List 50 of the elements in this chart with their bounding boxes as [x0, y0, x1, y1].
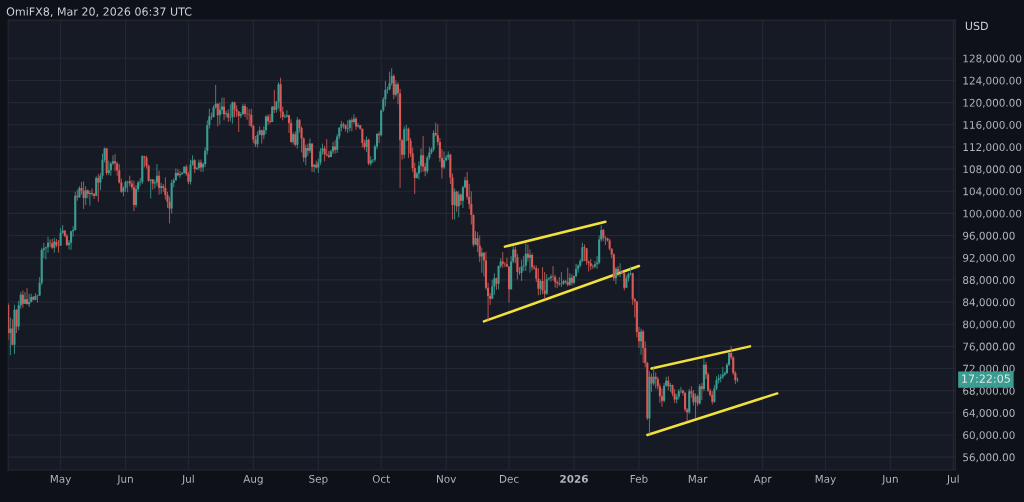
- candlestick: [520, 258, 523, 282]
- y-tick-label: 100,000.00: [963, 209, 1022, 219]
- candlestick: [222, 97, 226, 121]
- y-axis-title: USD: [965, 21, 988, 31]
- x-tick-label: May: [815, 475, 836, 485]
- candlestick: [15, 308, 18, 334]
- candlestick: [524, 242, 527, 272]
- y-tick-label: 96,000.00: [962, 231, 1015, 241]
- y-tick-label: 120,000.00: [963, 98, 1022, 108]
- x-tick-label: Nov: [437, 475, 457, 483]
- y-tick-label: 108,000.00: [963, 165, 1022, 175]
- x-tick-label: Dec: [499, 475, 519, 483]
- x-tick-label: Aug: [243, 475, 263, 485]
- y-tick-label: 72,000.00: [963, 364, 1015, 374]
- x-tick-label: Apr: [753, 475, 772, 485]
- y-tick-label: 116,000.00: [963, 121, 1022, 130]
- candlestick: [507, 266, 511, 303]
- y-tick-label: 64,000.00: [963, 409, 1015, 418]
- x-tick-label: Jun: [881, 475, 898, 485]
- y-tick-label: 80,000.00: [963, 320, 1015, 330]
- candlestick: [593, 260, 596, 269]
- y-tick-label: 128,000.00: [963, 54, 1022, 64]
- y-tick-label: 92,000.00: [962, 253, 1015, 263]
- y-tick-label: 76,000.00: [963, 342, 1015, 352]
- x-tick-label: Mar: [688, 475, 708, 483]
- x-tick-label: 2026: [560, 474, 588, 483]
- text: 17:22:05: [962, 374, 1010, 383]
- x-tick-label: May: [50, 475, 72, 485]
- x-tick-label: Jul: [946, 474, 959, 485]
- x-tick-label: Jun: [116, 475, 133, 485]
- y-tick-label: 104,000.00: [963, 187, 1022, 197]
- chart-title: OmiFX8, Mar 20, 2026 06:37 UTC: [6, 7, 192, 17]
- y-tick-label: 68,000.00: [963, 386, 1015, 396]
- y-tick-label: 112,000.00: [963, 143, 1022, 153]
- candlestick: [134, 184, 138, 208]
- candlestick: [361, 128, 364, 148]
- y-tick-label: 84,000.00: [963, 298, 1015, 308]
- candlestick: [210, 112, 213, 121]
- candlestick: [388, 71, 391, 91]
- x-tick-label: Sep: [309, 474, 328, 485]
- candlestick: [285, 109, 288, 118]
- y-tick-label: 60,000.00: [963, 431, 1015, 441]
- y-tick-label: 124,000.00: [963, 76, 1022, 86]
- candlestick: [23, 291, 26, 305]
- y-tick-label: 88,000.00: [963, 276, 1015, 286]
- y-tick-label: 56,000.00: [963, 453, 1015, 463]
- x-tick-label: Jul: [181, 474, 194, 485]
- x-tick-label: Oct: [372, 474, 390, 483]
- x-tick-label: Feb: [630, 474, 648, 483]
- candlestick: [82, 180, 85, 210]
